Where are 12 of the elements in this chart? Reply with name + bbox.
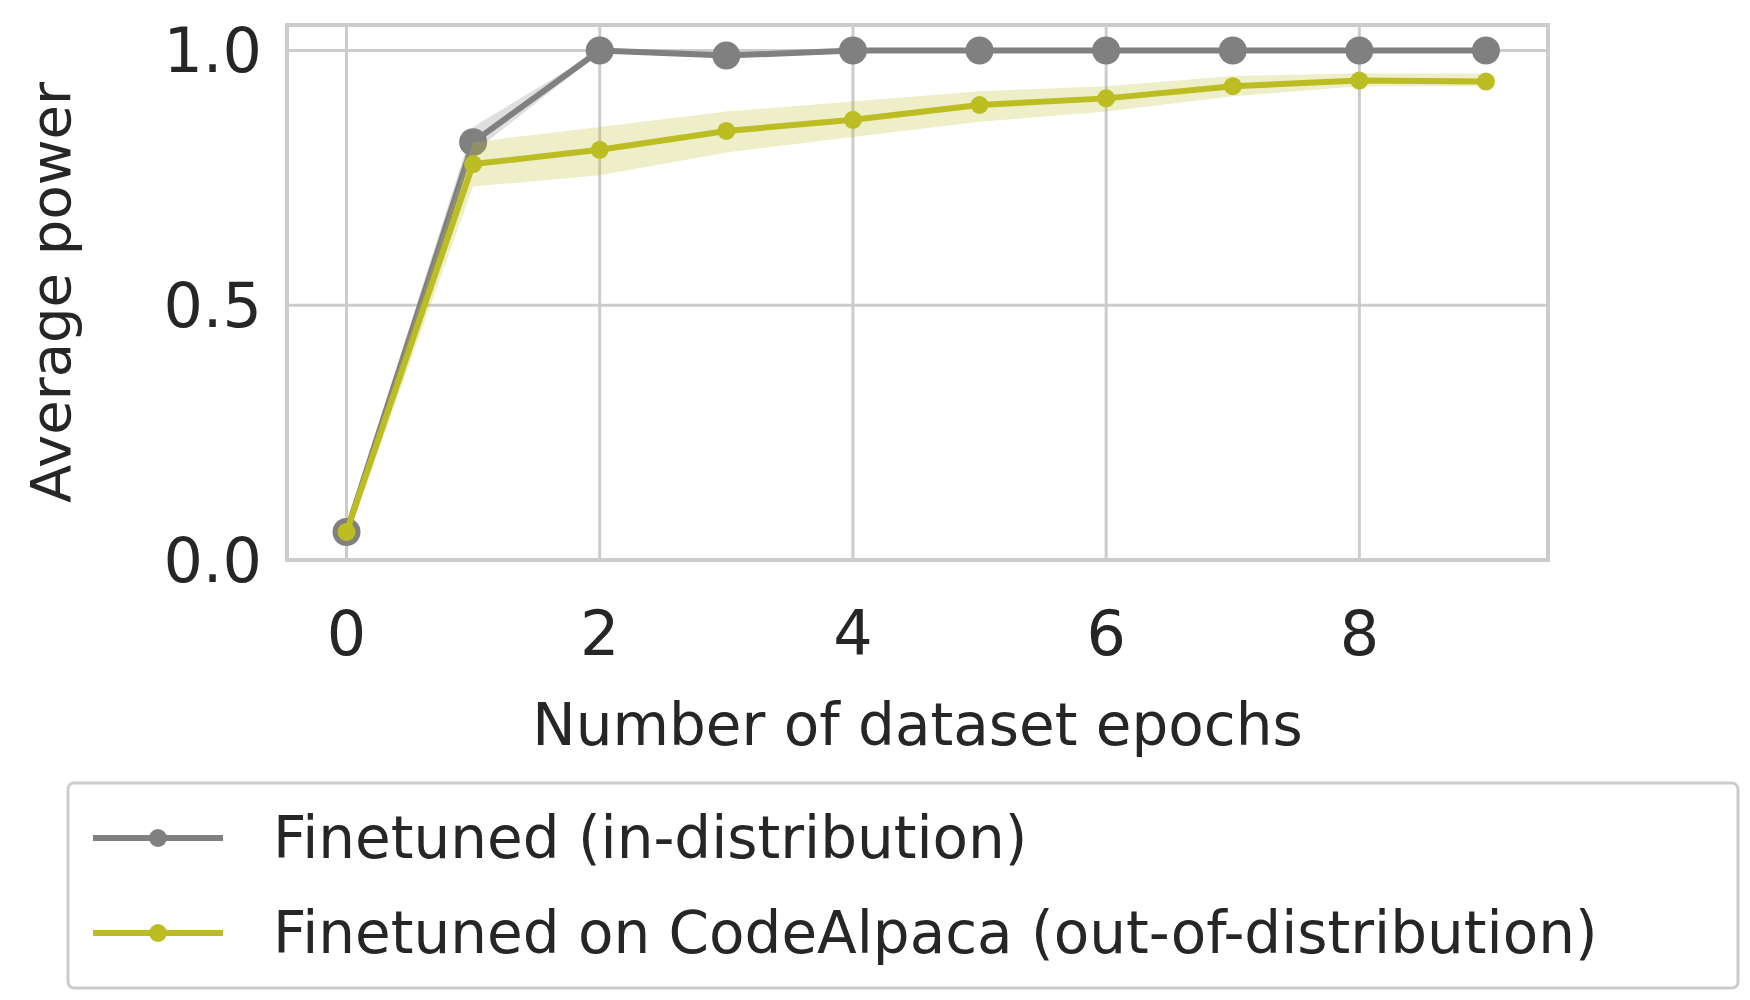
y-tick-label: 0.5 xyxy=(163,268,262,342)
legend-label: Finetuned (in-distribution) xyxy=(273,804,1028,873)
x-tick-label: 2 xyxy=(579,597,620,670)
legend-label: Finetuned on CodeAlpaca (out-of-distribution) xyxy=(273,899,1598,968)
y-axis-title: Average power xyxy=(18,81,83,503)
x-tick-label: 0 xyxy=(326,597,367,670)
x-tick-label: 4 xyxy=(833,597,873,670)
y-tick-label: 1.0 xyxy=(163,14,262,88)
y-tick-label: 0.0 xyxy=(163,523,262,597)
x-tick-label: 8 xyxy=(1339,597,1380,670)
x-tick-label: 6 xyxy=(1086,597,1126,670)
x-axis-title: Number of dataset epochs xyxy=(532,691,1303,759)
